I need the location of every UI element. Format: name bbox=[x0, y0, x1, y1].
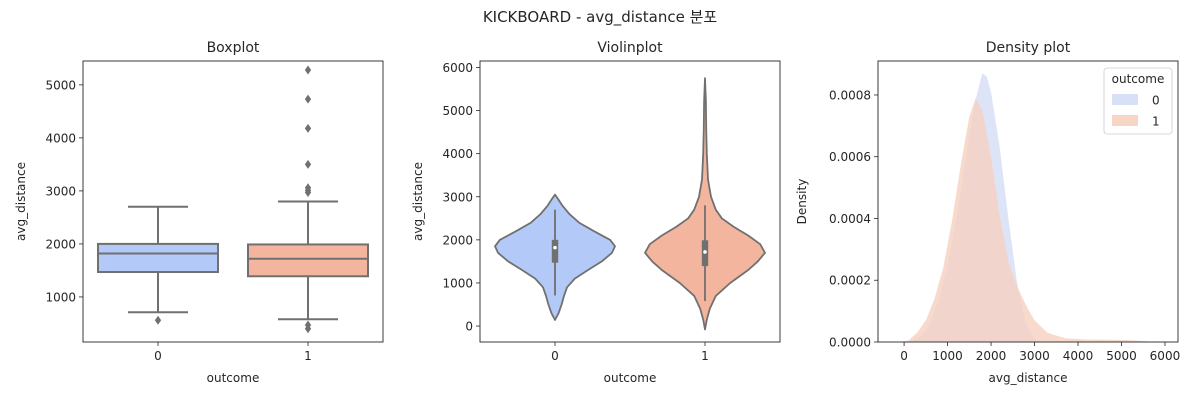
violin-median-dot bbox=[553, 245, 557, 250]
violinplot-panel: 0 1000 2000 3000 4000 5000 6000 0 1 Violinplot out… bbox=[411, 40, 781, 385]
panel-title: Violinplot bbox=[597, 40, 663, 56]
y-tick-label: 3000 bbox=[442, 190, 473, 204]
figure-suptitle: KICKBOARD - avg_distance 분포 bbox=[483, 8, 718, 27]
density-panel: 0.0000 0.0002 0.0004 0.0006 0.0008 0 1000 2000 3… bbox=[795, 40, 1180, 385]
legend-title: outcome bbox=[1112, 72, 1165, 86]
x-tick-label: 5000 bbox=[1106, 349, 1137, 363]
y-tick-label: 2000 bbox=[45, 237, 76, 251]
x-axis-label: outcome bbox=[604, 371, 657, 385]
x-tick-label: 2000 bbox=[976, 349, 1007, 363]
violin-iqr-box bbox=[551, 239, 559, 263]
legend-label: 1 bbox=[1152, 115, 1160, 129]
x-tick-label: 0 bbox=[900, 349, 908, 363]
outlier-point bbox=[304, 123, 312, 133]
violin-body bbox=[644, 77, 766, 331]
x-tick-label: 3000 bbox=[1019, 349, 1050, 363]
plot-frame bbox=[82, 60, 384, 343]
y-tick-label: 1000 bbox=[442, 276, 473, 290]
violin-median-dot bbox=[703, 250, 707, 254]
y-axis-label: avg_distance bbox=[411, 162, 425, 241]
legend-swatch-0 bbox=[1112, 94, 1138, 105]
y-tick-label: 5000 bbox=[45, 78, 76, 92]
legend-swatch-1 bbox=[1112, 115, 1138, 126]
y-tick-label: 0.0006 bbox=[829, 150, 871, 164]
legend: outcome 0 1 bbox=[1103, 67, 1173, 135]
y-tick-label: 0.0008 bbox=[829, 88, 871, 102]
y-tick-label: 5000 bbox=[442, 104, 473, 118]
y-tick-label: 0.0004 bbox=[829, 212, 871, 226]
outlier-point bbox=[304, 65, 312, 75]
x-tick-label: 4000 bbox=[1063, 349, 1094, 363]
outlier-point bbox=[304, 94, 312, 104]
x-axis-label: outcome bbox=[207, 371, 260, 385]
y-axis-label: avg_distance bbox=[14, 162, 28, 241]
box-iqr bbox=[247, 243, 369, 278]
panel-title: Density plot bbox=[986, 40, 1071, 56]
plot-frame bbox=[479, 60, 781, 343]
y-tick-label: 3000 bbox=[45, 184, 76, 198]
y-tick-label: 1000 bbox=[45, 290, 76, 304]
outlier-point bbox=[304, 159, 312, 169]
y-tick-label: 2000 bbox=[442, 233, 473, 247]
legend-label: 0 bbox=[1152, 94, 1160, 108]
x-tick-label: 1 bbox=[701, 349, 709, 363]
outlier-point bbox=[304, 183, 312, 193]
boxplot-panel: 1000 2000 3000 4000 5000 0 1 Boxplot outcome avg_… bbox=[14, 40, 384, 385]
panel-title: Boxplot bbox=[207, 40, 260, 56]
y-tick-label: 0 bbox=[465, 320, 473, 334]
x-tick-label: 0 bbox=[551, 349, 559, 363]
outlier-point bbox=[304, 320, 312, 330]
x-axis-label: avg_distance bbox=[989, 371, 1068, 385]
y-tick-label: 0.0002 bbox=[829, 274, 871, 288]
x-tick-label: 1 bbox=[304, 349, 312, 363]
y-axis-label: Density bbox=[795, 179, 809, 225]
y-tick-label: 4000 bbox=[45, 131, 76, 145]
density-area-1 bbox=[899, 98, 1161, 342]
y-tick-label: 4000 bbox=[442, 147, 473, 161]
y-tick-label: 6000 bbox=[442, 61, 473, 75]
x-tick-label: 0 bbox=[154, 349, 162, 363]
y-tick-label: 0.0000 bbox=[829, 336, 871, 350]
x-tick-label: 6000 bbox=[1150, 349, 1181, 363]
outlier-point bbox=[154, 315, 162, 325]
x-tick-label: 1000 bbox=[932, 349, 963, 363]
plot-frame bbox=[877, 60, 1179, 343]
box-iqr bbox=[97, 242, 219, 274]
